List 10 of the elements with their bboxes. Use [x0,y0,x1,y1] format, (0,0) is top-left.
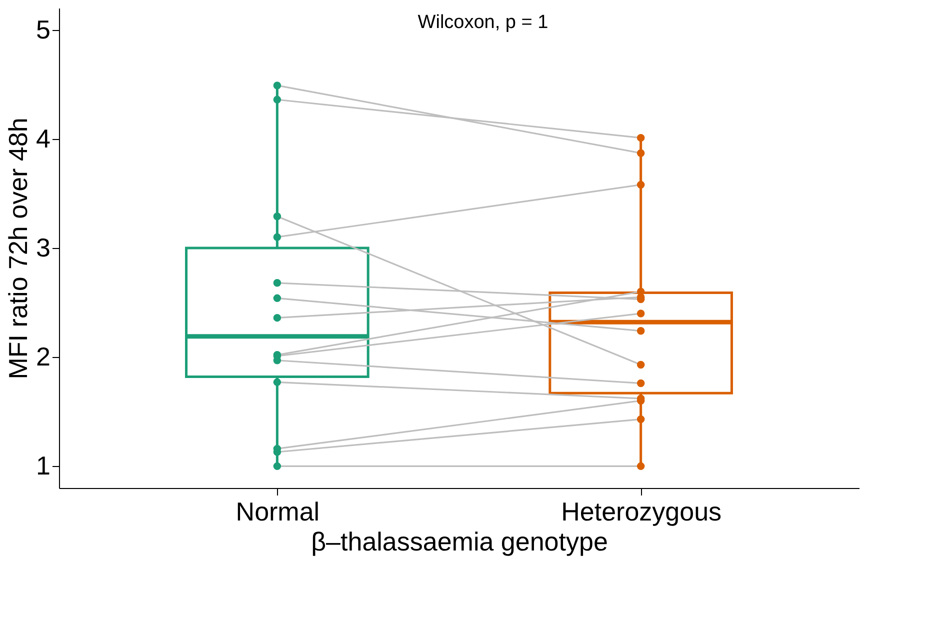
x-axis-title: β–thalassaemia genotype [311,526,608,556]
x-tick-label: Heterozygous [561,496,722,526]
y-tick-label: 4 [36,123,50,154]
y-axis-title: MFI ratio 72h over 48h [3,118,34,380]
x-tick-label: Normal [236,496,320,526]
y-tick-label: 5 [36,14,50,44]
y-tick-label: 3 [36,232,50,262]
y-tick-label: 1 [36,450,50,481]
annotation: Wilcoxon, p = 1 [418,12,548,33]
y-tick-label: 2 [36,342,50,372]
